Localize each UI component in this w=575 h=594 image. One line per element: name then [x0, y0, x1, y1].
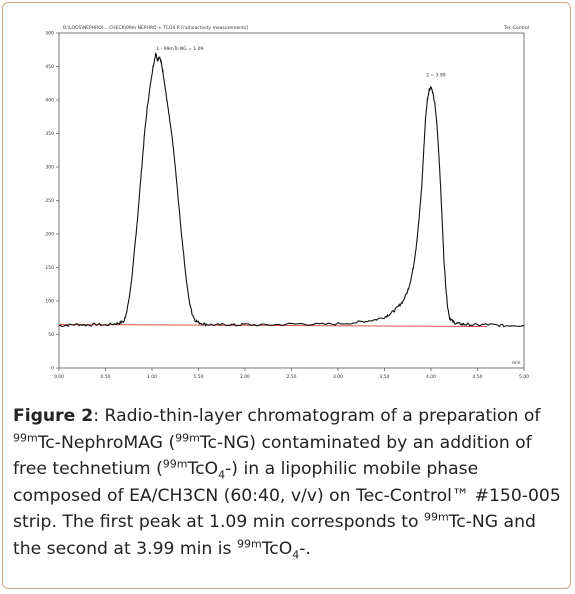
y-tick-label: 150	[45, 265, 54, 271]
sup-99m-1: 99m	[13, 430, 38, 444]
x-tick-label: 1.00	[147, 374, 157, 380]
y-tick-label: 450	[45, 64, 54, 70]
caption-part-7: TcO	[261, 538, 293, 559]
sup-99m-5: 99m	[236, 536, 262, 550]
x-tick-label: 1.50	[193, 374, 203, 380]
caption-part-1: : Radio-thin-layer chromatogram of a pre…	[93, 406, 541, 426]
caption-part-8: -.	[299, 538, 311, 559]
x-axis: 0.00 0.50 1.00 1.50 2.00 2.50 3.00 3.50 4.00 4.50…	[54, 368, 529, 380]
sup-99m-3: 99m	[162, 457, 188, 471]
y-tick-label: 500	[45, 31, 54, 37]
figure-caption: Figure 2: Radio-thin-layer chromatogram …	[13, 403, 563, 562]
y-tick-label: 400	[45, 98, 54, 104]
sub-4-2: 4	[292, 547, 300, 561]
sup-99m-4: 99m	[423, 510, 449, 524]
x-tick-label: 3.50	[379, 374, 389, 380]
caption-part-5: -) in a lipophilic mobile phase composed…	[13, 459, 561, 532]
y-tick-label: 50	[48, 332, 54, 338]
peak-label: 2 = 3.99	[426, 73, 446, 79]
peak-label: 1 - 99mTc-NG = 1.09	[156, 46, 203, 52]
x-tick-label: 4.50	[472, 374, 482, 380]
series-line	[58, 51, 525, 328]
x-tick-label: 0.00	[54, 374, 64, 380]
y-tick-label: 250	[45, 198, 54, 204]
x-tick-label: 5.00	[519, 374, 529, 380]
y-tick-label: 350	[45, 131, 54, 137]
y-tick-label: 300	[45, 165, 54, 171]
caption-part-6: Tc-NG and the second at 3.99 min is	[13, 512, 536, 559]
plot-area	[58, 32, 525, 369]
caption-part-3: Tc-NG) contaminated by an addition of fr…	[13, 432, 532, 480]
chromatogram-chart: B:\LOGS\NEPHRO\... CHECK\99m NEPHRO + TC…	[19, 13, 564, 398]
x-tick-label: 3.00	[333, 374, 343, 380]
figure-card: B:\LOGS\NEPHRO\... CHECK\99m NEPHRO + TC…	[2, 2, 571, 589]
caption-part-2: Tc-NephroMAG (	[37, 432, 176, 453]
caption-part-4: TcO	[187, 459, 219, 479]
chromatogram-svg: B:\LOGS\NEPHRO\... CHECK\99m NEPHRO + TC…	[19, 13, 564, 398]
x-tick-label: 4.00	[426, 374, 436, 380]
sub-4-1: 4	[218, 468, 226, 482]
x-tick-label: 2.50	[286, 374, 296, 380]
caption-label: Figure 2	[13, 406, 94, 426]
chart-header-left: B:\LOGS\NEPHRO\... CHECK\99m NEPHRO + TC…	[63, 25, 248, 31]
y-tick-label: 0	[51, 366, 54, 372]
y-tick-label: 200	[45, 232, 54, 238]
sup-99m-2: 99m	[175, 430, 200, 444]
x-tick-label: 2.00	[240, 374, 250, 380]
x-unit-label: min	[512, 360, 521, 366]
peak-labels: 1 - 99mTc-NG = 1.09 2 = 3.99	[156, 46, 445, 79]
x-tick-label: 0.50	[100, 374, 110, 380]
y-tick-label: 100	[45, 299, 54, 305]
chart-header-right: Tec-Control	[503, 25, 529, 31]
